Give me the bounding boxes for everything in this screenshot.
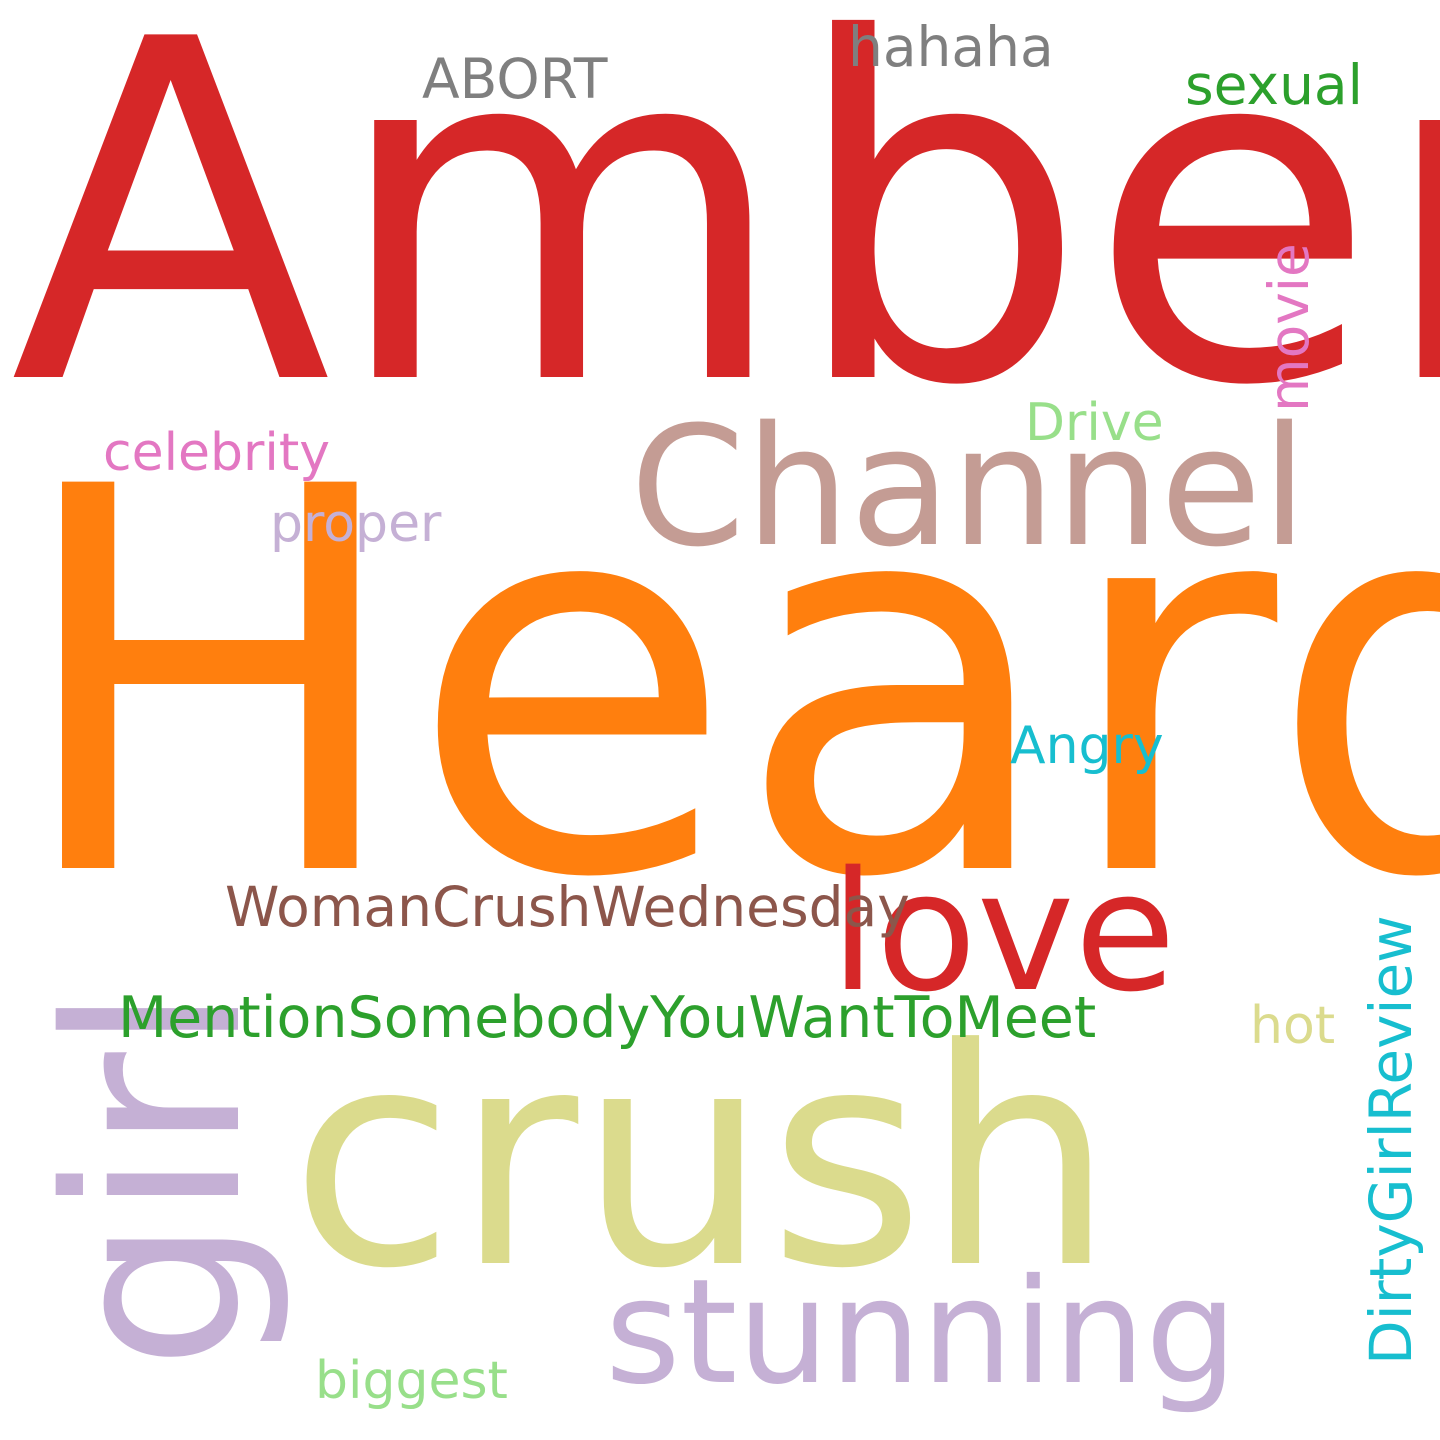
word-abort: ABORT xyxy=(422,47,608,111)
word-womancrushwednesday: WomanCrushWednesday xyxy=(225,875,910,939)
word-proper: proper xyxy=(270,494,442,554)
word-channel: Channel xyxy=(630,391,1308,583)
word-drive: Drive xyxy=(1025,393,1164,453)
word-hahaha: hahaha xyxy=(848,15,1054,79)
word-movie: movie xyxy=(1257,243,1321,412)
word-love: love xyxy=(830,836,1176,1028)
word-sexual: sexual xyxy=(1185,53,1363,117)
word-dirtygirlreview: DirtyGirlReview xyxy=(1357,915,1425,1365)
word-crush: crush xyxy=(290,985,1115,1334)
word-biggest: biggest xyxy=(315,1351,508,1411)
word-amber: Amber xyxy=(10,0,1440,488)
word-stunning: stunning xyxy=(605,1248,1238,1417)
word-hot: hot xyxy=(1250,996,1336,1056)
word-mentionsomebodyyouwanttomeet: MentionSomebodyYouWantToMeet xyxy=(118,985,1097,1051)
word-celebrity: celebrity xyxy=(103,423,331,483)
word-heard: Heard xyxy=(10,376,1440,993)
word-angry: Angry xyxy=(1010,716,1164,776)
